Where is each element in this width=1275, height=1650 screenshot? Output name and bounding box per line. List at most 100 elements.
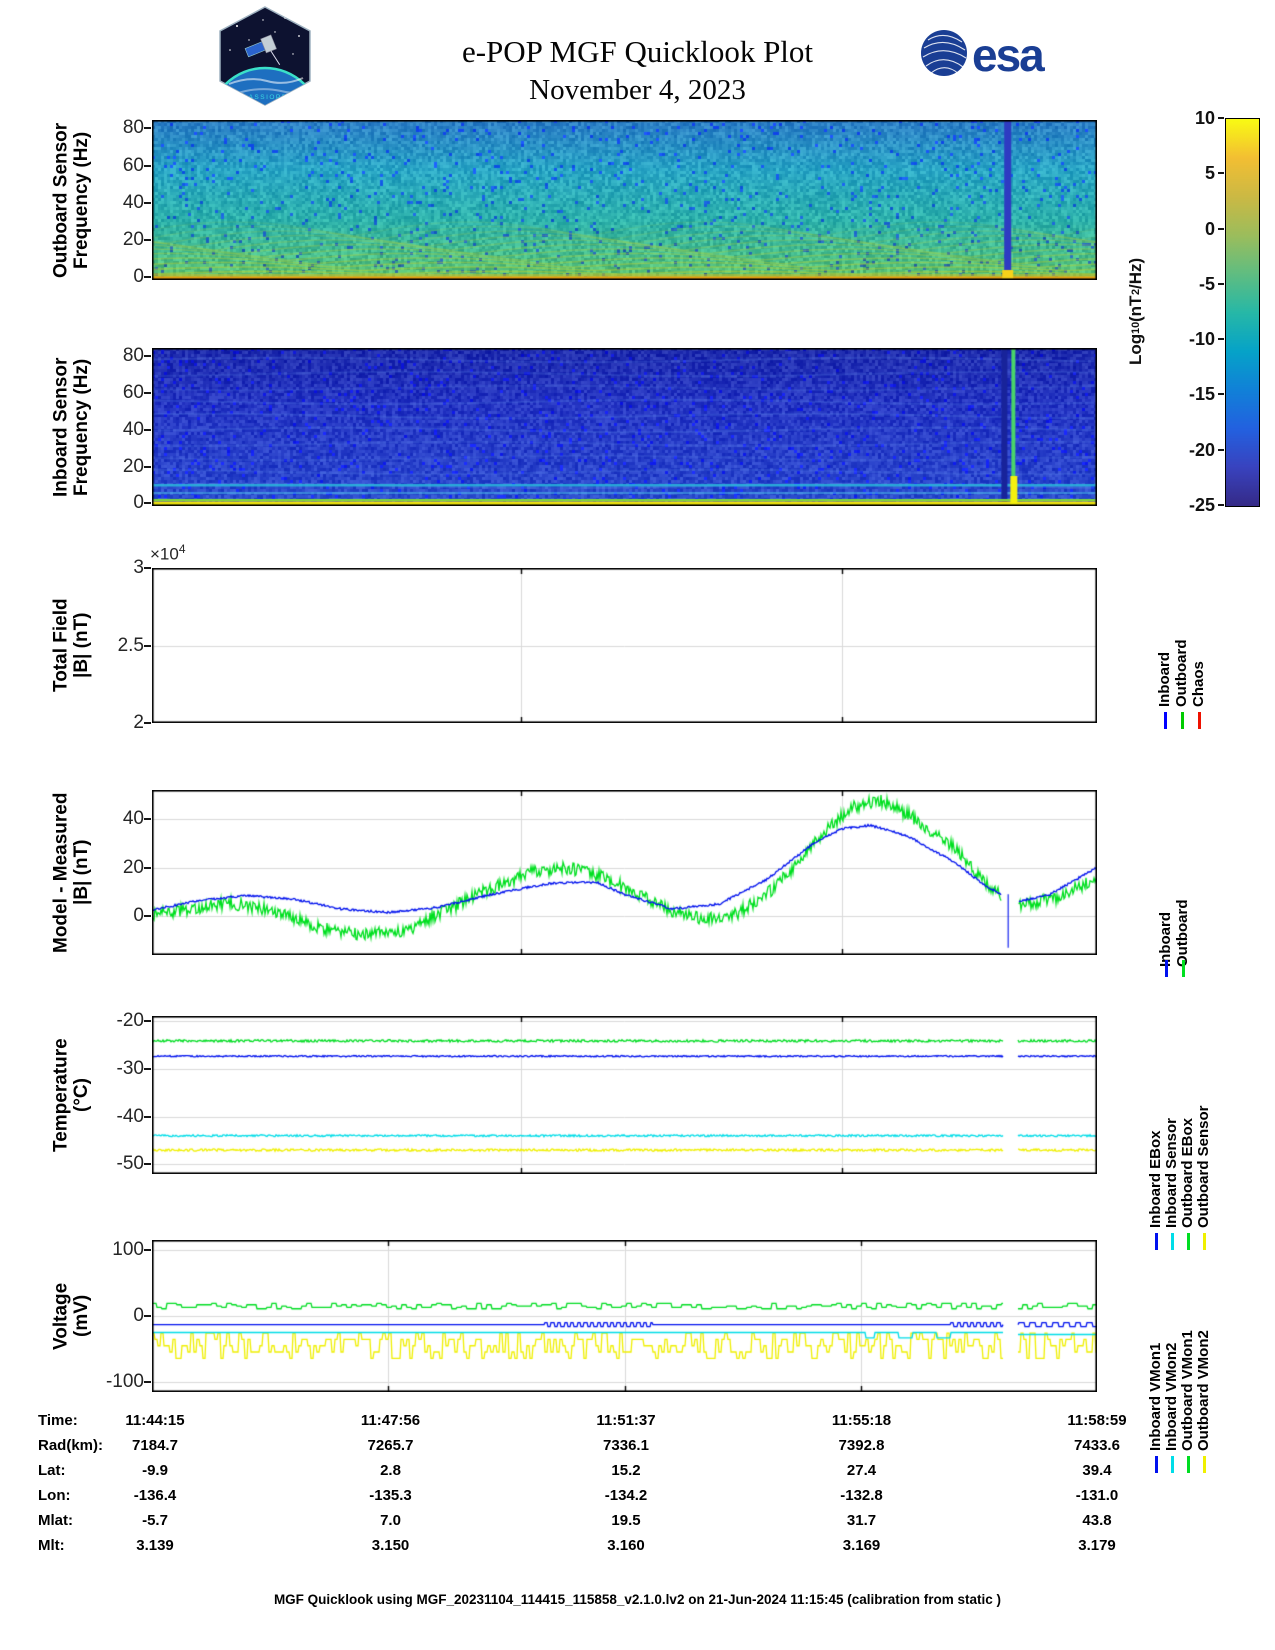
legend-label-temperature-inboard-sensor: Inboard Sensor <box>1163 1117 1180 1228</box>
y-tick-label-total_field: 3 <box>133 557 144 578</box>
ephemeris-value: 7392.8 <box>838 1437 885 1454</box>
legend-swatch-temperature-0 <box>1154 1233 1158 1250</box>
ephemeris-value: -131.0 <box>1075 1487 1119 1504</box>
legend-swatch-model_minus_measured-0 <box>1165 960 1168 977</box>
footer-processing-note: MGF Quicklook using MGF_20231104_114415_… <box>273 1592 1002 1607</box>
y-tick-label-outboard_spectrogram: 80 <box>122 117 144 139</box>
ephemeris-value: 19.5 <box>611 1512 641 1529</box>
colorbar-tick-mark <box>1218 172 1224 175</box>
legend-swatch-model_minus_measured-1 <box>1182 960 1185 977</box>
patch-atmosphere-glow <box>220 66 310 105</box>
y-tick-label-outboard_spectrogram: 0 <box>133 266 144 288</box>
y-tick-label-total_field: 2.5 <box>117 634 144 656</box>
colorbar-tick-label: -25 <box>1188 495 1215 515</box>
y-tick-mark-outboard_spectrogram <box>144 276 151 279</box>
y-tick-mark-temperature <box>144 1163 151 1166</box>
ephemeris-row-label-lon: Lon: <box>38 1487 71 1504</box>
legend-swatch-temperature-3 <box>1202 1233 1206 1250</box>
colorbar-tick-label: -15 <box>1188 384 1215 405</box>
ephemeris-value: 27.4 <box>846 1462 877 1479</box>
chart-canvas-total_field <box>152 568 1097 723</box>
multiplier-base: ×10 <box>150 544 179 564</box>
ephemeris-value: 3.179 <box>1078 1537 1116 1554</box>
ephemeris-value: 31.7 <box>846 1512 877 1529</box>
y-axis-multiplier-total_field: ×104 <box>150 542 186 565</box>
esa-wordmark: esa <box>972 29 1045 81</box>
patch-satellite <box>244 34 281 66</box>
colorbar-label-part: (nT <box>1126 295 1145 322</box>
ephemeris-row-label-lat: Lat: <box>38 1462 66 1479</box>
y-tick-label-inboard_spectrogram: 40 <box>122 418 144 440</box>
ephemeris-value: 3.150 <box>371 1537 410 1554</box>
colorbar-tick-label: -5 <box>1198 273 1215 294</box>
chart-canvas-inboard_spectrogram <box>152 348 1097 506</box>
legend-label-temperature-inboard-ebox: Inboard EBox <box>1147 1130 1164 1228</box>
y-tick-label-inboard_spectrogram: 0 <box>133 492 144 514</box>
y-tick-mark-inboard_spectrogram <box>144 428 151 431</box>
y-tick-mark-model_minus_measured <box>144 915 151 918</box>
y-tick-label-temperature: -50 <box>116 1153 144 1175</box>
ephemeris-value: -132.8 <box>840 1487 883 1504</box>
multiplier-exponent: 4 <box>178 542 186 556</box>
legend-label-total_field-outboard: Outboard <box>1173 639 1190 708</box>
ephemeris-value: 11:51:37 <box>596 1412 656 1429</box>
colorbar <box>1225 118 1260 507</box>
ephemeris-row-label-time: Time: <box>38 1412 78 1429</box>
y-tick-label-temperature: -30 <box>116 1057 144 1079</box>
colorbar-axis-label: Log 10 (nT 2/Hz) <box>1126 118 1146 505</box>
y-tick-mark-temperature <box>144 1115 151 1118</box>
chart-canvas-temperature <box>152 1016 1097 1174</box>
colorbar-tick-label: -10 <box>1188 329 1215 350</box>
ephemeris-value: 11:44:15 <box>125 1412 185 1429</box>
ephemeris-value: 43.8 <box>1082 1512 1112 1529</box>
ephemeris-value: 11:47:56 <box>360 1412 421 1429</box>
ephemeris-value: -9.9 <box>142 1462 168 1479</box>
ephemeris-value: 7433.6 <box>1074 1437 1120 1454</box>
colorbar-tick-mark <box>1218 504 1224 506</box>
y-tick-label-voltage: 100 <box>112 1238 144 1260</box>
colorbar-label-part: 10 <box>1130 321 1142 334</box>
legend-label-temperature-outboard-sensor: Outboard Sensor <box>1195 1105 1212 1228</box>
ephemeris-value: 7.0 <box>380 1512 401 1529</box>
ephemeris-row-label-radkm: Rad(km): <box>38 1437 104 1454</box>
chart-canvas-voltage <box>152 1240 1097 1392</box>
y-tick-mark-voltage <box>144 1381 151 1384</box>
y-tick-label-model_minus_measured: 40 <box>122 808 144 830</box>
legend-label-total_field-inboard: Inboard <box>1156 652 1173 707</box>
y-tick-mark-total_field <box>144 722 151 724</box>
y-tick-mark-voltage <box>144 1248 151 1251</box>
y-tick-label-inboard_spectrogram: 80 <box>122 345 144 367</box>
legend-label-temperature-outboard-ebox: Outboard EBox <box>1179 1117 1196 1228</box>
y-tick-mark-inboard_spectrogram <box>144 465 151 468</box>
ephemeris-value: 2.8 <box>380 1462 401 1479</box>
y-axis-label-temperature: Temperature (°C) <box>50 1038 92 1152</box>
y-tick-mark-inboard_spectrogram <box>144 502 151 505</box>
legend-label-total_field-chaos: Chaos <box>1190 661 1207 707</box>
ephemeris-row-label-mlt: Mlt: <box>38 1537 65 1554</box>
chart-canvas-model_minus_measured <box>152 790 1097 955</box>
legend-swatch-voltage-2 <box>1186 1456 1190 1473</box>
legend-label-model_minus_measured-inboard: Inboard <box>1157 912 1174 967</box>
y-tick-label-total_field: 2 <box>133 712 144 733</box>
legend-swatch-total_field-0 <box>1164 712 1167 729</box>
ephemeris-value: 3.139 <box>136 1537 174 1554</box>
y-tick-mark-model_minus_measured <box>144 818 151 821</box>
legend-swatch-voltage-3 <box>1202 1456 1206 1473</box>
y-tick-label-outboard_spectrogram: 60 <box>122 154 144 176</box>
colorbar-label-part: /Hz) <box>1126 257 1145 290</box>
ephemeris-value: 15.2 <box>611 1462 641 1479</box>
y-tick-mark-temperature <box>144 1067 151 1070</box>
colorbar-tick-label: 10 <box>1194 108 1215 128</box>
ephemeris-value: 3.169 <box>842 1537 881 1554</box>
ephemeris-value: 39.4 <box>1082 1462 1112 1479</box>
colorbar-tick-mark <box>1218 448 1224 451</box>
y-tick-mark-voltage <box>144 1315 151 1317</box>
legend-label-voltage-outboard-vmon2: Outboard VMon2 <box>1195 1330 1212 1451</box>
patch-mission-name: CASSIOPE <box>242 94 287 101</box>
chart-canvas-outboard_spectrogram <box>152 120 1097 280</box>
colorbar-tick-mark <box>1218 393 1224 396</box>
y-tick-label-inboard_spectrogram: 20 <box>122 455 144 477</box>
page-title: e-POP MGF Quicklook Plot <box>461 34 814 69</box>
colorbar-tick-mark <box>1218 117 1224 119</box>
